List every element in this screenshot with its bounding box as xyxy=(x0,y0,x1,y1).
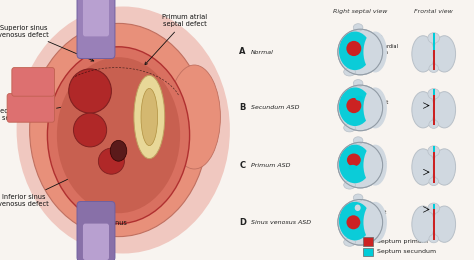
Text: Primum atrial
septal defect: Primum atrial septal defect xyxy=(145,14,208,65)
Bar xyxy=(433,204,435,240)
Text: Defect: Defect xyxy=(359,160,387,167)
FancyBboxPatch shape xyxy=(77,202,115,260)
Bar xyxy=(433,50,435,69)
Ellipse shape xyxy=(433,92,456,128)
Ellipse shape xyxy=(429,64,438,73)
Ellipse shape xyxy=(346,215,360,229)
Ellipse shape xyxy=(339,145,371,183)
Ellipse shape xyxy=(364,31,387,73)
Ellipse shape xyxy=(364,145,387,186)
Ellipse shape xyxy=(433,36,456,72)
Ellipse shape xyxy=(344,181,356,189)
Ellipse shape xyxy=(348,165,357,170)
Text: Secundum atrial
septal defect: Secundum atrial septal defect xyxy=(0,101,89,121)
Ellipse shape xyxy=(69,69,111,113)
Text: Primum ASD: Primum ASD xyxy=(251,162,291,168)
Ellipse shape xyxy=(73,113,107,147)
Circle shape xyxy=(355,205,361,211)
Bar xyxy=(433,89,435,126)
FancyBboxPatch shape xyxy=(83,224,109,260)
Ellipse shape xyxy=(338,85,383,131)
Text: Fossa
ovalis: Fossa ovalis xyxy=(362,34,384,45)
Ellipse shape xyxy=(364,87,387,128)
Bar xyxy=(433,33,435,51)
Ellipse shape xyxy=(339,202,371,241)
Ellipse shape xyxy=(412,149,434,185)
Ellipse shape xyxy=(346,98,361,113)
Text: D: D xyxy=(239,218,246,227)
Ellipse shape xyxy=(47,47,190,224)
Ellipse shape xyxy=(346,41,361,56)
FancyBboxPatch shape xyxy=(7,94,55,122)
Ellipse shape xyxy=(168,65,220,169)
Ellipse shape xyxy=(141,88,157,146)
Ellipse shape xyxy=(110,140,127,161)
FancyBboxPatch shape xyxy=(83,0,109,36)
Text: Right septal view: Right septal view xyxy=(333,9,387,14)
Ellipse shape xyxy=(344,124,356,132)
Text: Normal: Normal xyxy=(251,49,274,55)
Text: Septum primum: Septum primum xyxy=(377,239,428,244)
Text: C: C xyxy=(239,161,246,170)
Ellipse shape xyxy=(338,142,383,188)
Text: Coronary sinus
defect: Coronary sinus defect xyxy=(77,154,127,233)
Text: Secundum ASD: Secundum ASD xyxy=(251,105,300,110)
Ellipse shape xyxy=(344,68,356,76)
Ellipse shape xyxy=(347,153,361,166)
Ellipse shape xyxy=(99,148,124,174)
Ellipse shape xyxy=(356,95,363,101)
Bar xyxy=(363,237,374,246)
Ellipse shape xyxy=(344,238,356,246)
Ellipse shape xyxy=(17,6,230,254)
Text: A: A xyxy=(239,48,246,56)
Ellipse shape xyxy=(353,80,363,87)
Text: B: B xyxy=(239,103,246,112)
Bar xyxy=(433,89,435,95)
Ellipse shape xyxy=(429,235,438,243)
Bar xyxy=(363,248,374,256)
Text: Inferior sinus
venosus defect: Inferior sinus venosus defect xyxy=(0,168,91,207)
Text: Endocardial
cushion: Endocardial cushion xyxy=(359,44,399,58)
Ellipse shape xyxy=(428,33,439,43)
Ellipse shape xyxy=(353,137,363,144)
Text: Septum secundum: Septum secundum xyxy=(377,249,436,254)
Ellipse shape xyxy=(428,146,439,156)
Text: Defect: Defect xyxy=(365,99,389,105)
Ellipse shape xyxy=(29,23,207,237)
Ellipse shape xyxy=(353,24,363,31)
FancyBboxPatch shape xyxy=(77,0,115,58)
Ellipse shape xyxy=(338,29,383,75)
Ellipse shape xyxy=(57,57,180,213)
FancyBboxPatch shape xyxy=(12,68,55,96)
Ellipse shape xyxy=(429,120,438,128)
Ellipse shape xyxy=(134,75,165,159)
Ellipse shape xyxy=(429,177,438,186)
Ellipse shape xyxy=(353,194,363,202)
Ellipse shape xyxy=(412,206,434,242)
Ellipse shape xyxy=(433,206,456,242)
Bar xyxy=(433,146,435,152)
Text: Superior sinus
venosus defect: Superior sinus venosus defect xyxy=(0,25,94,61)
Ellipse shape xyxy=(428,89,439,99)
Bar xyxy=(433,204,435,210)
Ellipse shape xyxy=(412,36,434,72)
Bar xyxy=(433,146,435,183)
Text: Frontal view: Frontal view xyxy=(414,9,453,14)
Ellipse shape xyxy=(433,149,456,185)
Ellipse shape xyxy=(428,203,439,213)
Text: Sinus venosus ASD: Sinus venosus ASD xyxy=(251,220,311,225)
Ellipse shape xyxy=(364,202,387,243)
Text: Defect: Defect xyxy=(363,209,387,216)
Ellipse shape xyxy=(412,92,434,128)
Ellipse shape xyxy=(339,87,371,126)
Ellipse shape xyxy=(339,31,371,70)
Ellipse shape xyxy=(338,199,383,245)
